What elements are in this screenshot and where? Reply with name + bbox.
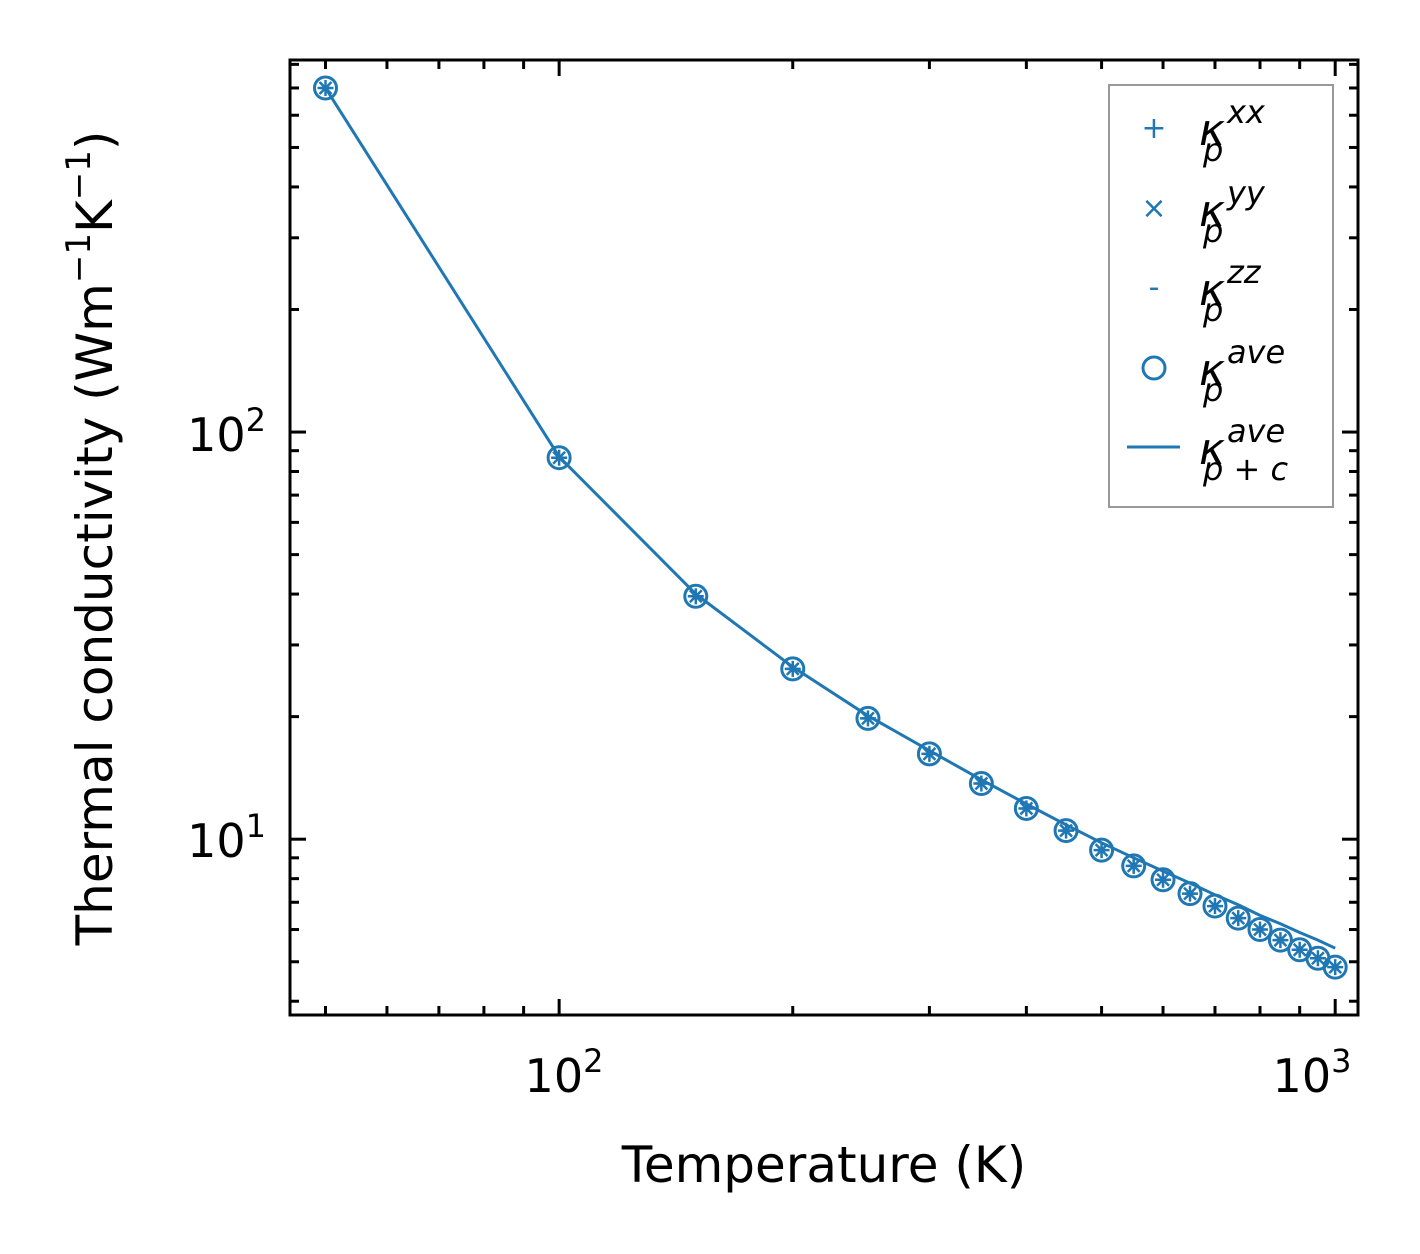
marker-circle-550 — [1121, 853, 1147, 879]
x-tick-label-100: 102 — [525, 1042, 604, 1103]
marker-circle-1000 — [1322, 954, 1348, 980]
marker-circle-600 — [1150, 867, 1176, 893]
marker-circle-800 — [1247, 917, 1273, 943]
marker-circle-300 — [916, 741, 942, 767]
x-axis-title: Temperature (K) — [621, 1136, 1026, 1194]
plot-frame — [288, 58, 1360, 1017]
marker-circle-850 — [1267, 927, 1293, 953]
plot-area — [313, 75, 1348, 980]
legend-minus-icon: - — [1149, 270, 1160, 305]
legend-label-pc-ave: κave p + c — [1199, 412, 1288, 488]
marker-circle-100 — [546, 445, 572, 471]
legend-plus-icon: + — [1141, 111, 1166, 146]
marker-circle-250 — [855, 705, 881, 731]
legend-label-ave: κave p — [1199, 333, 1285, 409]
marker-circle-700 — [1202, 893, 1228, 919]
marker-circle-50 — [313, 75, 339, 101]
marker-circle-650 — [1177, 881, 1203, 907]
marker-circle-200 — [780, 656, 806, 682]
y-tick-label-10: 101 — [187, 807, 266, 868]
legend-label-yy: κyy p — [1199, 174, 1266, 250]
legend-x-icon: × — [1141, 191, 1166, 226]
marker-circle-150 — [683, 583, 709, 609]
marker-circle-450 — [1053, 818, 1079, 844]
y-tick-label-100: 102 — [187, 401, 266, 462]
legend-label-zz: κzz p — [1199, 253, 1262, 329]
legend: + κxx p × κyy p - κzz p κave p κave p + c — [1108, 84, 1334, 508]
legend-label-xx: κxx p — [1199, 93, 1266, 169]
marker-circle-500 — [1089, 837, 1115, 863]
legend-frame — [1108, 84, 1334, 508]
y-axis-title: Thermal conductivity (Wm−1K−1) — [59, 131, 124, 947]
legend-circle-icon — [1141, 355, 1167, 381]
marker-circle-400 — [1013, 795, 1039, 821]
series-line-kappa-pc-ave — [324, 87, 1336, 950]
marker-circle-350 — [968, 771, 994, 797]
marker-circle-750 — [1225, 905, 1251, 931]
x-tick-label-1000: 103 — [1273, 1042, 1352, 1103]
